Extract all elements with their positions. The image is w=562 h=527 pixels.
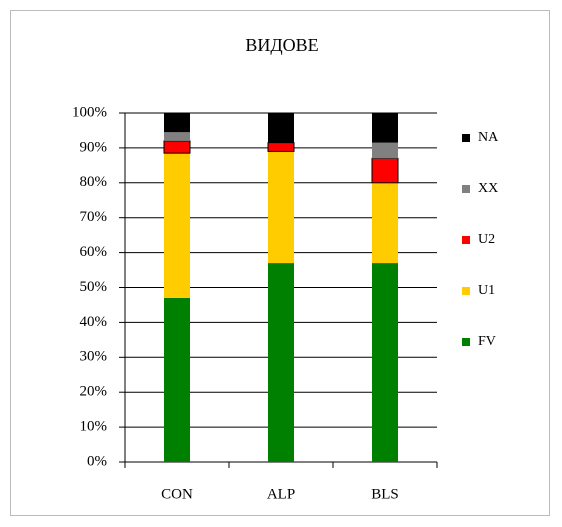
- bar-segment: [268, 151, 294, 264]
- y-tick-label: 20%: [80, 384, 108, 400]
- y-tick-label: 40%: [80, 314, 108, 330]
- legend-label: U1: [478, 283, 495, 298]
- bar-segment: [372, 142, 398, 159]
- y-tick-label: 100%: [72, 104, 107, 120]
- y-tick-label: 50%: [80, 279, 108, 295]
- y-tick-label: 80%: [80, 174, 108, 190]
- legend-label: XX: [478, 181, 498, 196]
- bar-segment: [164, 113, 190, 133]
- legend-label: U2: [478, 232, 495, 247]
- y-tick-label: 10%: [80, 419, 108, 435]
- bar-segment: [164, 132, 190, 141]
- bar-segment: [164, 297, 190, 462]
- y-tick-label: 30%: [80, 349, 108, 365]
- bar-segment: [371, 157, 399, 184]
- bar-segment: [372, 113, 398, 143]
- y-tick-label: 0%: [87, 453, 107, 469]
- legend-label: NA: [478, 130, 499, 145]
- bar-segment: [267, 142, 295, 152]
- legend-label: FV: [478, 334, 496, 349]
- legend-swatch: [462, 134, 470, 142]
- bar-segment: [372, 263, 398, 462]
- bar-segment: [268, 113, 294, 143]
- legend-swatch: [462, 338, 470, 346]
- y-tick-label: 60%: [80, 244, 108, 260]
- bar-segment: [268, 263, 294, 462]
- x-tick-label: CON: [161, 486, 193, 502]
- bar-segment: [163, 140, 191, 154]
- x-tick-label: BLS: [371, 486, 399, 502]
- legend-swatch: [462, 236, 470, 244]
- bar-segment: [372, 182, 398, 264]
- bar-segment: [164, 153, 190, 298]
- legend-swatch: [462, 185, 470, 193]
- y-tick-label: 70%: [80, 209, 108, 225]
- x-tick-label: ALP: [267, 486, 295, 502]
- chart-title: ВИДОВЕ: [245, 35, 318, 55]
- legend-swatch: [462, 287, 470, 295]
- y-tick-label: 90%: [80, 139, 108, 155]
